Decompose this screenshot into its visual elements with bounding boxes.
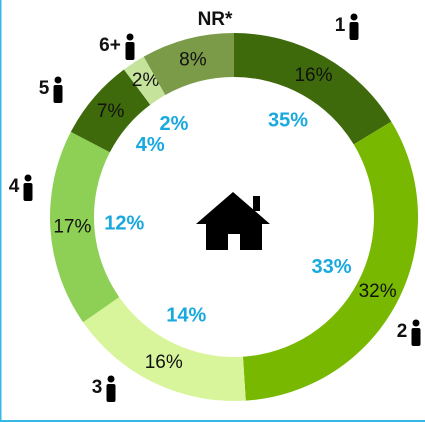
category-label: 6+ xyxy=(99,35,121,56)
inner-value-label: 12% xyxy=(104,212,144,234)
inner-value-label: 4% xyxy=(136,134,165,156)
person-part xyxy=(412,319,420,327)
donut-segment xyxy=(83,297,246,401)
donut-segment xyxy=(123,56,166,105)
value-label: 16% xyxy=(294,65,332,86)
category-label: NR* xyxy=(198,9,233,30)
person-part xyxy=(23,183,33,201)
person-icon xyxy=(106,375,116,402)
person-part xyxy=(125,42,135,60)
category-label: 2 xyxy=(397,321,408,342)
person-part xyxy=(126,33,134,41)
person-part xyxy=(54,76,62,84)
inner-value-label: 14% xyxy=(166,304,206,326)
donut-segment xyxy=(143,33,234,96)
value-label: 16% xyxy=(145,352,183,373)
category-label: 3 xyxy=(92,377,103,398)
category-label: 4 xyxy=(9,176,20,197)
donut-segment xyxy=(234,33,392,145)
person-icon xyxy=(349,13,359,40)
person-icon xyxy=(23,174,33,201)
person-part xyxy=(24,174,32,182)
category-label: 5 xyxy=(39,78,50,99)
person-part xyxy=(107,375,115,383)
value-label: 17% xyxy=(53,216,91,237)
value-label: 7% xyxy=(97,101,125,122)
donut-segment xyxy=(50,131,120,323)
inner-value-label: 2% xyxy=(160,113,189,135)
value-label: 2% xyxy=(132,70,160,91)
person-part xyxy=(106,384,116,402)
inner-value-label: 33% xyxy=(312,256,352,278)
inner-value-label: 35% xyxy=(268,109,308,131)
person-icon xyxy=(411,319,421,346)
person-icon xyxy=(125,33,135,60)
person-part xyxy=(349,22,359,40)
person-part xyxy=(350,13,358,21)
person-part xyxy=(411,328,421,346)
value-label: 8% xyxy=(179,49,207,70)
donut-segment xyxy=(242,121,419,401)
house-icon xyxy=(196,192,270,250)
person-part xyxy=(53,85,63,103)
donut-segment xyxy=(70,69,151,153)
category-label: 1 xyxy=(335,15,346,36)
value-label: 32% xyxy=(359,281,397,302)
person-icon xyxy=(53,76,63,103)
